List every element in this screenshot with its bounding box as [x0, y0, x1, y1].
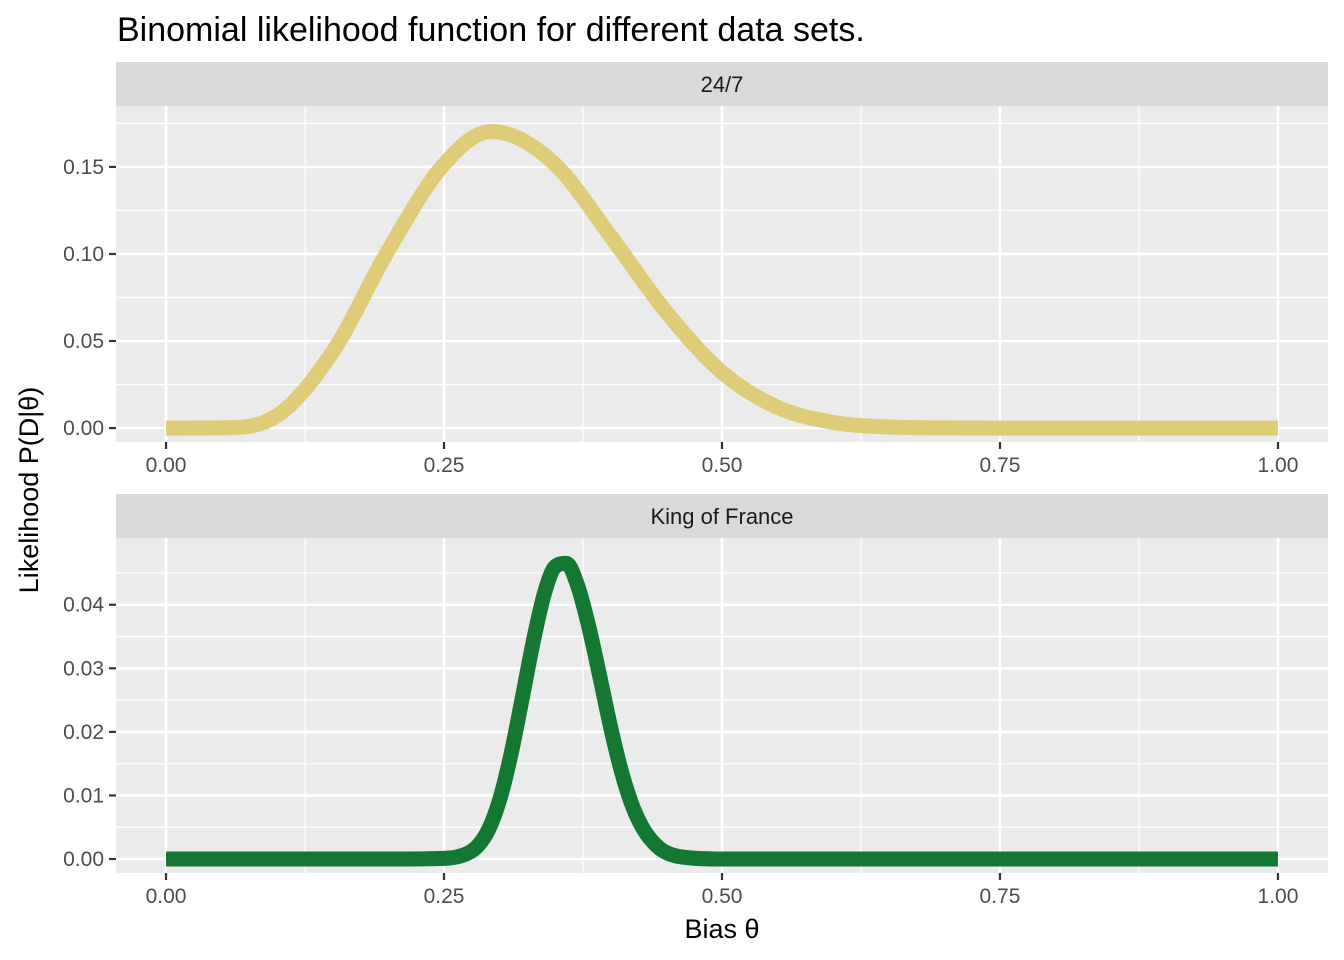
x-axis: 0.00 0.25 0.50 0.75 1.00: [146, 442, 1299, 477]
x-axis: 0.00 0.25 0.50 0.75 1.00: [146, 873, 1299, 908]
x-tick-label: 0.25: [424, 885, 465, 908]
x-tick-label: 1.00: [1258, 885, 1299, 908]
panel-king-of-france: King of France 0.00 0.01 0.02 0.03 0.04 0.00…: [63, 494, 1328, 908]
strip-label: King of France: [650, 504, 793, 529]
x-tick-label: 0.50: [702, 885, 743, 908]
y-tick-label: 0.02: [63, 721, 104, 744]
y-tick-label: 0.15: [63, 156, 104, 179]
series-line: [166, 124, 1278, 436]
likelihood-line: [166, 124, 1278, 436]
strip-background: [116, 62, 1328, 106]
y-tick-label: 0.01: [63, 784, 104, 807]
chart-title: Binomial likelihood function for differe…: [117, 11, 865, 49]
x-tick-label: 0.75: [980, 885, 1021, 908]
strip-label: 24/7: [701, 72, 744, 97]
x-axis-title: Bias θ: [684, 914, 759, 944]
x-tick-label: 0.75: [980, 454, 1021, 477]
y-tick-label: 0.00: [63, 848, 104, 871]
y-tick-label: 0.10: [63, 243, 104, 266]
y-tick-label: 0.03: [63, 657, 104, 680]
y-axis: 0.00 0.01 0.02 0.03 0.04: [63, 594, 116, 871]
y-axis-title: Likelihood P(D|θ): [14, 387, 44, 594]
y-tick-label: 0.05: [63, 330, 104, 353]
strip-background: [116, 494, 1328, 538]
x-tick-label: 1.00: [1258, 454, 1299, 477]
x-tick-label: 0.50: [702, 454, 743, 477]
likelihood-line: [166, 555, 1278, 867]
y-axis: 0.00 0.05 0.10 0.15: [63, 156, 116, 440]
panel-24-7: 24/7 0.00 0.05 0.10 0.15 0.00 0.25 0.50 0.75 1.…: [63, 62, 1328, 477]
y-tick-label: 0.04: [63, 594, 104, 617]
x-tick-label: 0.25: [424, 454, 465, 477]
y-tick-label: 0.00: [63, 417, 104, 440]
x-tick-label: 0.00: [146, 454, 187, 477]
x-tick-label: 0.00: [146, 885, 187, 908]
series-line: [166, 555, 1278, 867]
